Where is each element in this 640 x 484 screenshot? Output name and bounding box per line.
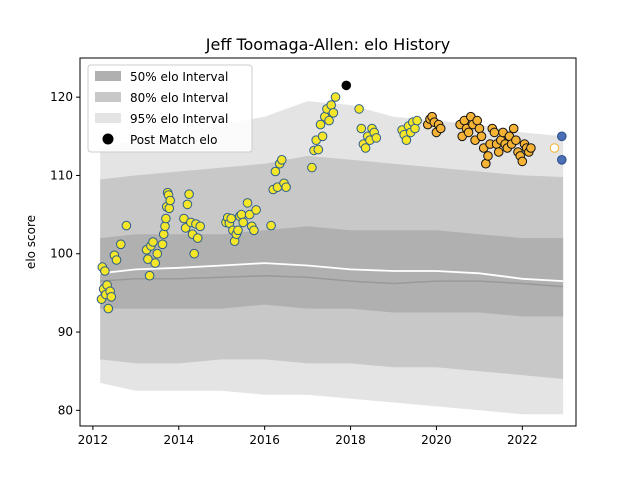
legend: 50% elo Interval 80% elo Interval 95% el… <box>87 64 253 153</box>
data-point-team_a <box>150 258 160 268</box>
data-point-team_a <box>182 199 193 210</box>
data-point-team_a <box>111 255 122 265</box>
data-point-team_a <box>401 135 412 145</box>
data-point-team_b <box>511 135 521 145</box>
data-point-team_a <box>143 254 153 265</box>
y-tick-label: 90 <box>58 325 73 339</box>
x-tick-label: 2022 <box>507 433 538 447</box>
data-point-team_b <box>463 127 474 138</box>
data-point-team_a <box>226 213 236 224</box>
data-point-team_a <box>317 131 328 142</box>
data-point-team_a <box>281 182 291 192</box>
y-tick-label: 110 <box>50 168 73 182</box>
legend-swatch-50 <box>95 71 121 81</box>
legend-label-post-match: Post Match elo <box>130 133 217 147</box>
data-point-team_b <box>517 156 528 167</box>
x-tick-label: 2012 <box>78 433 109 447</box>
data-point-team_a <box>326 100 337 110</box>
data-point-team_a <box>152 248 163 259</box>
data-point-team_c <box>557 131 567 142</box>
legend-label-95: 95% elo Interval <box>130 112 228 126</box>
data-point-team_b <box>483 151 493 161</box>
trend-lines <box>100 262 564 288</box>
data-point-team_a <box>251 205 261 215</box>
data-point-team_a <box>242 198 253 208</box>
legend-marker-post-match <box>102 133 114 145</box>
data-point-team_b <box>481 158 491 169</box>
data-point-team_c <box>557 155 567 165</box>
data-point-team_a <box>192 233 203 243</box>
data-point-team_a <box>354 104 364 114</box>
mean-line <box>100 274 564 288</box>
data-point-team_b <box>508 123 519 134</box>
data-point-team_a <box>277 155 287 165</box>
legend-swatch-80 <box>95 92 121 102</box>
data-point-team_a <box>164 203 175 214</box>
data-point-team_a <box>266 220 276 231</box>
data-point-team_a <box>328 108 339 118</box>
data-point-team_a <box>165 195 175 206</box>
data-point-team_a <box>307 162 317 173</box>
data-point-team_a <box>100 266 110 276</box>
data-point-future <box>549 143 560 153</box>
data-point-team_a <box>330 92 341 102</box>
x-tick-label: 2018 <box>335 433 366 447</box>
data-point-team_a <box>161 213 171 224</box>
chart-title: Jeff Toomaga-Allen: elo History <box>205 35 450 54</box>
y-tick-label: 100 <box>50 247 73 261</box>
data-point-team_a <box>121 220 132 231</box>
legend-label-50: 50% elo Interval <box>130 70 228 84</box>
data-point-team_a <box>158 229 169 239</box>
axes-frame <box>79 57 577 427</box>
data-point-team_a <box>324 115 334 126</box>
data-point-team_a <box>144 270 155 281</box>
data-point-team_a <box>360 143 371 153</box>
data-point-team_a <box>313 144 324 155</box>
data-point-team_b <box>474 123 485 134</box>
legend-label-80: 80% elo Interval <box>130 91 228 105</box>
x-tick-label: 2020 <box>421 433 452 447</box>
data-point-team_a <box>249 225 259 236</box>
data-point-team_a <box>106 292 117 302</box>
data-point-team_a <box>270 166 281 177</box>
data-point-team_a <box>238 217 248 228</box>
data-point-team_a <box>244 209 255 220</box>
data-point-team_b <box>526 143 536 153</box>
data-point-team_a <box>233 225 243 236</box>
data-point-team_a <box>236 209 247 220</box>
x-axis: 2012 2014 2016 2018 2020 2022 <box>78 426 538 447</box>
data-point-team_a <box>315 119 326 130</box>
y-axis: 80 90 100 110 120 <box>50 90 80 417</box>
data-point-team_a <box>189 248 199 259</box>
data-point-team_a <box>195 221 205 232</box>
data-point-team_a <box>371 133 382 143</box>
data-point-team_b <box>435 123 446 134</box>
x-tick-label: 2016 <box>249 433 280 447</box>
data-point-team_a <box>160 221 170 232</box>
data-point-team_b <box>472 115 483 126</box>
legend-box <box>87 64 253 153</box>
data-point-team_a <box>116 239 126 250</box>
x-tick-label: 2014 <box>163 433 194 447</box>
y-tick-label: 80 <box>58 403 73 417</box>
y-axis-label: elo score <box>24 215 38 269</box>
data-point-team_a <box>157 239 168 250</box>
data-point-team_a <box>103 303 114 314</box>
data-point-team_b <box>489 127 500 138</box>
median-line <box>100 262 564 282</box>
data-points <box>96 80 567 314</box>
band-50 <box>100 226 564 317</box>
legend-swatch-95 <box>95 113 121 123</box>
data-point-team_a <box>184 189 194 199</box>
data-point-team_b <box>476 131 487 142</box>
data-point-team_a <box>148 237 158 247</box>
data-point-outlier <box>341 80 352 91</box>
data-point-team_a <box>412 115 422 126</box>
data-point-team_b <box>493 147 504 157</box>
y-tick-label: 120 <box>50 90 73 104</box>
data-point-team_a <box>410 123 420 134</box>
data-point-team_a <box>356 123 367 134</box>
